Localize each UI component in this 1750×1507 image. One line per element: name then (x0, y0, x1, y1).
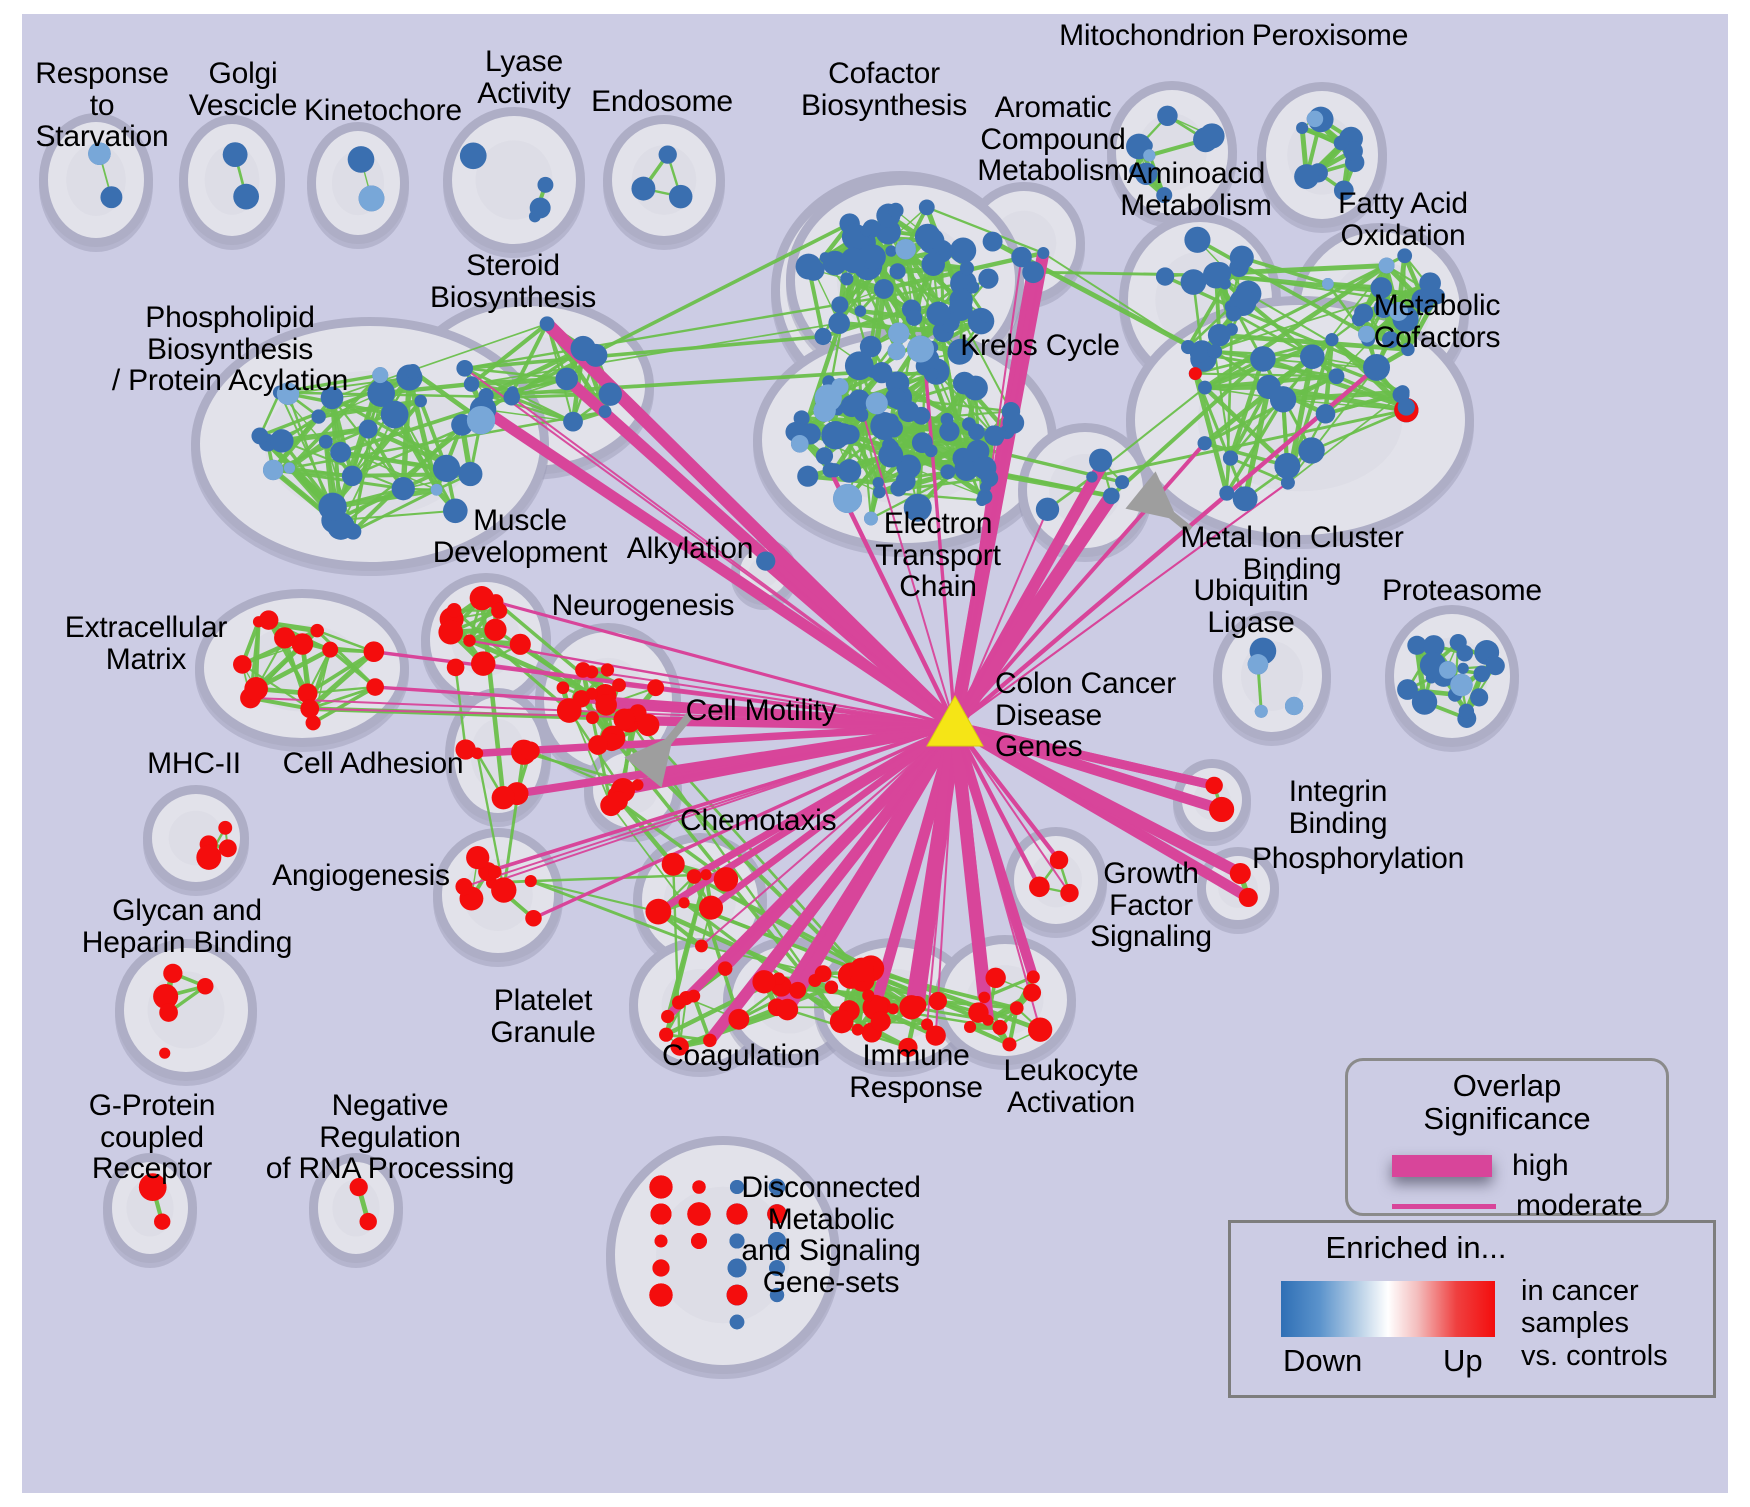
enrichment-side-text: in cancer samples vs. controls (1521, 1275, 1668, 1372)
cluster-label-disconnected-metabolic-and-signaling-gene-sets: Disconnected Metabolic and Signaling Gen… (741, 1171, 921, 1299)
cluster-label-peroxisome: Peroxisome (1251, 19, 1409, 52)
enrichment-down-label: Down (1283, 1343, 1363, 1378)
cluster-label-aminoacid-metabolism: Aminoacid Metabolism (1120, 157, 1272, 222)
overlap-legend-row-high: high (1392, 1149, 1569, 1183)
cluster-label-kinetochore: Kinetochore (304, 94, 462, 127)
cluster-label-krebs-cycle: Krebs Cycle (960, 329, 1120, 362)
hub-label-colon-cancer-disease-genes: Colon Cancer Disease Genes (995, 667, 1177, 763)
cluster-label-phosphorylation: Phosphorylation (1252, 842, 1465, 875)
cluster-label-coagulation: Coagulation (662, 1039, 820, 1072)
enrichment-up-label: Up (1443, 1343, 1483, 1378)
enrichment-legend: Enriched in... Down Up in cancer samples… (1228, 1220, 1716, 1398)
cluster-label-cell-adhesion: Cell Adhesion (282, 747, 464, 780)
overlap-legend-title: Overlap Significance (1423, 1068, 1591, 1137)
cluster-label-alkylation: Alkylation (626, 532, 754, 565)
cluster-label-ubiquitin-ligase: Ubiquitin Ligase (1193, 574, 1309, 639)
cluster-label-leukocyte-activation: Leukocyte Activation (1003, 1054, 1139, 1119)
overlap-moderate-label: moderate (1516, 1189, 1643, 1222)
cluster-label-extracellular-matrix: Extracellular Matrix (64, 611, 228, 676)
enrichment-colorbar (1281, 1281, 1495, 1337)
cluster-label-immune-response: Immune Response (849, 1039, 983, 1104)
cluster-label-metal-ion-cluster-binding: Metal Ion Cluster Binding (1180, 521, 1404, 586)
cluster-label-electron-transport-chain: Electron Transport Chain (875, 507, 1001, 603)
cluster-label-cell-motility: Cell Motility (685, 694, 837, 727)
cluster-label-growth-factor-signaling: Growth Factor Signaling (1090, 857, 1212, 953)
cluster-label-steroid-biosynthesis: Steroid Biosynthesis (429, 249, 596, 314)
cluster-label-golgi-vescicle: Golgi Vescicle (188, 57, 298, 122)
cluster-label-angiogenesis: Angiogenesis (272, 859, 450, 892)
cluster-label-aromatic-compound-metabolism: Aromatic Compound Metabolism (977, 91, 1129, 187)
overlap-high-label: high (1512, 1149, 1569, 1182)
cluster-label-proteasome: Proteasome (1382, 574, 1542, 607)
overlap-high-swatch (1392, 1155, 1492, 1177)
cluster-label-endosome: Endosome (591, 85, 733, 118)
cluster-label-phospholipid-biosynthesis-protein-acylation: Phospholipid Biosynthesis / Protein Acyl… (111, 301, 349, 397)
cluster-label-metabolic-cofactors: Metabolic Cofactors (1373, 289, 1501, 354)
cluster-label-cofactor-biosynthesis: Cofactor Biosynthesis (800, 57, 967, 122)
overlap-moderate-swatch (1392, 1203, 1496, 1209)
cluster-label-lyase-activity: Lyase Activity (477, 45, 571, 110)
cluster-label-integrin-binding: Integrin Binding (1288, 775, 1388, 840)
cluster-label-response-to-starvation: Response to Starvation (35, 57, 169, 153)
cluster-label-mhc-ii: MHC-II (147, 747, 241, 780)
cluster-label-g-protein-coupled-receptor: G-Protein coupled Receptor (88, 1089, 216, 1185)
overlap-legend-row-moderate: moderate (1392, 1189, 1643, 1223)
overlap-significance-legend: Overlap Significance high moderate (1345, 1058, 1669, 1222)
cluster-label-platelet-granule: Platelet Granule (490, 984, 596, 1049)
enrichment-legend-title: Enriched in... (1325, 1230, 1507, 1265)
cluster-label-mitochondrion: Mitochondrion (1059, 19, 1245, 52)
cluster-label-neurogenesis: Neurogenesis (551, 589, 735, 622)
cluster-label-muscle-development: Muscle Development (432, 504, 608, 569)
cluster-label-chemotaxis: Chemotaxis (680, 804, 837, 837)
cluster-label-negative-regulation-of-rna-processing: Negative Regulation of RNA Processing (265, 1089, 515, 1185)
cluster-label-glycan-and-heparin-binding: Glycan and Heparin Binding (81, 894, 293, 959)
cluster-label-fatty-acid-oxidation: Fatty Acid Oxidation (1338, 187, 1468, 252)
